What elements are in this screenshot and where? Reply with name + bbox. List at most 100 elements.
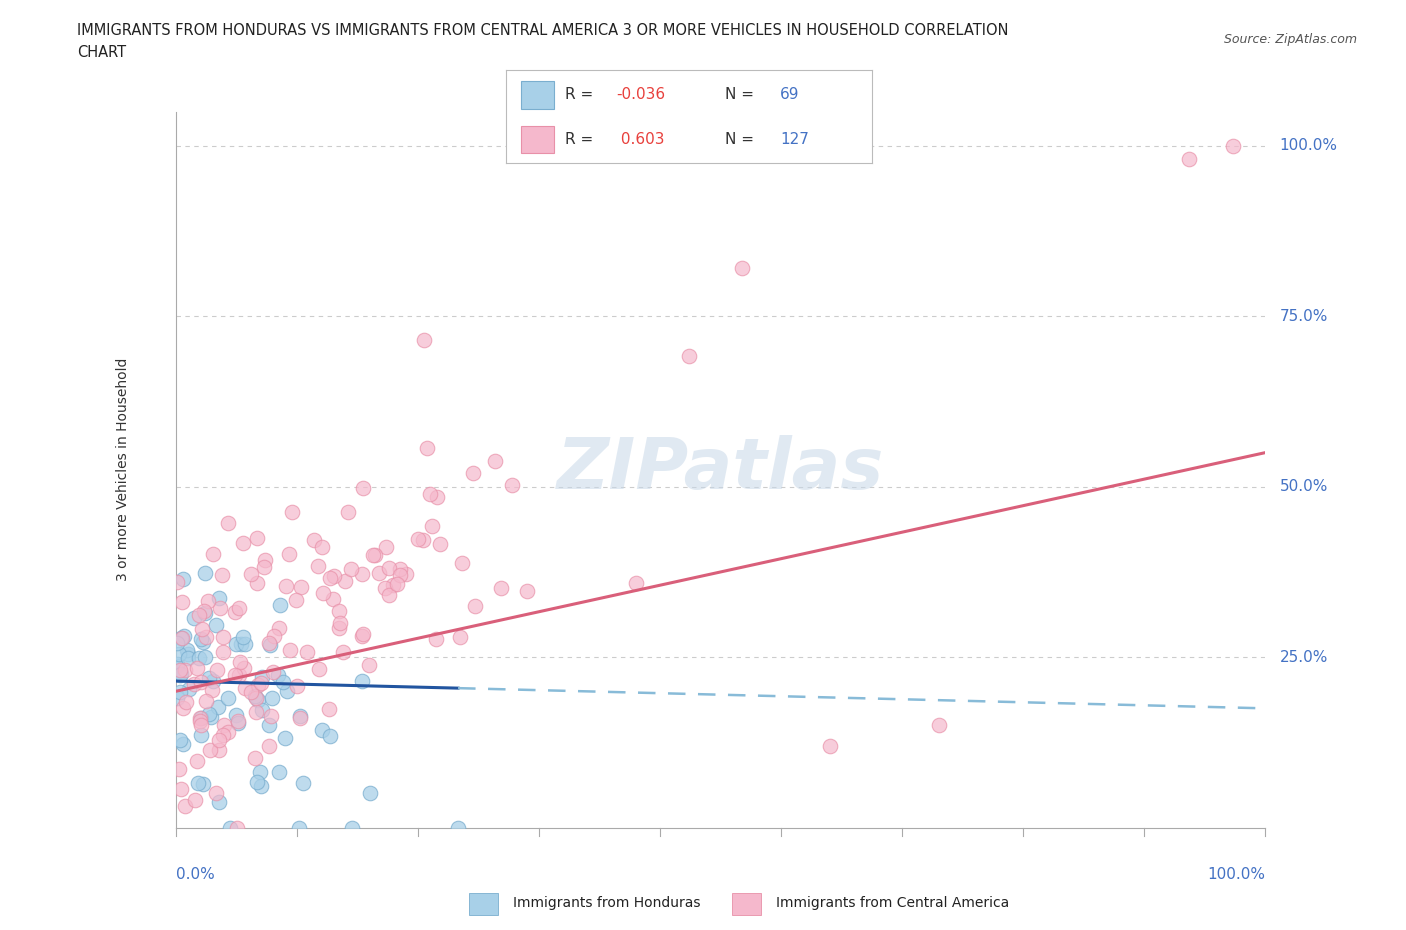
Point [217,724,239,739]
Point [205,785,228,800]
Point [225,708,247,723]
Point [198,707,221,722]
Point [176,643,198,658]
Point [190,674,212,689]
Point [194,649,217,664]
Point [464,598,486,613]
Point [378,588,401,603]
Point [678,349,700,364]
FancyBboxPatch shape [520,126,554,153]
Point [375,539,398,554]
Point [318,571,340,586]
Point [328,620,350,635]
Point [359,786,381,801]
Point [250,778,273,793]
Point [425,631,447,646]
Point [246,576,269,591]
FancyBboxPatch shape [520,81,554,109]
Point [174,662,197,677]
Point [389,562,412,577]
Point [217,516,239,531]
Point [276,684,298,698]
Point [166,657,188,671]
Point [285,679,308,694]
Point [284,592,307,607]
Point [190,621,212,636]
Point [239,567,262,582]
Point [194,605,217,620]
Point [350,629,373,644]
Point [332,644,354,659]
Point [307,559,329,574]
Point [228,601,250,616]
Point [426,490,449,505]
Point [246,530,269,545]
Point [173,572,195,587]
Point [447,820,470,835]
Point [302,532,325,547]
Text: Immigrants from Honduras: Immigrants from Honduras [513,896,700,910]
Point [253,560,276,575]
Point [449,630,471,644]
Point [290,711,312,725]
Point [211,644,233,659]
FancyBboxPatch shape [470,893,498,915]
Point [218,820,240,835]
Point [350,673,373,688]
Point [194,565,217,580]
Point [169,732,191,747]
Point [228,713,250,728]
Point [311,723,333,737]
Point [1222,139,1244,153]
Point [450,556,472,571]
Point [228,668,250,683]
Point [208,733,231,748]
Point [1178,152,1201,166]
Point [364,548,387,563]
Point [267,620,290,635]
Text: 100.0%: 100.0% [1279,139,1337,153]
Point [378,560,401,575]
Point [172,700,194,715]
Text: Immigrants from Central America: Immigrants from Central America [776,896,1010,910]
Point [290,579,312,594]
Point [928,718,950,733]
Text: ZIPatlas: ZIPatlas [557,435,884,504]
Point [342,820,364,835]
Point [188,711,211,725]
Point [188,713,211,728]
Point [385,577,408,591]
Text: N =: N = [725,87,759,102]
Point [167,762,190,777]
Point [231,637,253,652]
Point [250,676,273,691]
Point [278,643,301,658]
Point [412,533,434,548]
Point [818,738,841,753]
Point [224,667,246,682]
FancyBboxPatch shape [733,893,762,915]
Text: 127: 127 [780,132,810,147]
Point [200,710,222,724]
Point [166,658,188,673]
Text: 100.0%: 100.0% [1208,867,1265,882]
Point [260,691,283,706]
Point [170,631,193,645]
Text: R =: R = [565,87,598,102]
Point [233,636,256,651]
Point [172,737,194,751]
Point [194,630,217,644]
Point [170,781,193,796]
Point [225,637,247,652]
Point [225,820,247,835]
Point [169,666,191,681]
Text: 75.0%: 75.0% [1279,309,1327,324]
Point [173,628,195,643]
Point [191,634,214,649]
Point [208,795,231,810]
Point [243,751,266,765]
Point [276,578,298,593]
Point [484,454,506,469]
Point [190,717,212,732]
Point [328,604,350,618]
